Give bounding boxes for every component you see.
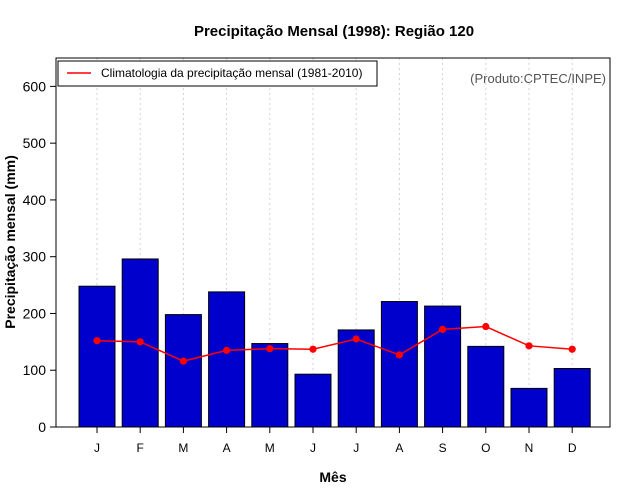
product-credit: (Produto:CPTEC/INPE) — [470, 71, 606, 86]
climatology-point — [439, 325, 447, 333]
x-tick-label: M — [178, 441, 188, 455]
x-axis-title: Mês — [319, 469, 346, 485]
climatology-point — [309, 345, 317, 353]
climatology-series-line — [96, 325, 573, 362]
y-tick-label: 400 — [23, 192, 47, 208]
x-tick-label: F — [137, 441, 144, 455]
plot-frame — [55, 57, 611, 428]
x-tick-label: J — [353, 441, 359, 455]
y-tick-label: 100 — [23, 362, 47, 378]
x-tick-label: M — [265, 441, 275, 455]
grid-lines — [96, 58, 573, 427]
climatology-point — [482, 322, 490, 331]
climatology-point — [525, 342, 533, 350]
x-tick-label: J — [94, 441, 100, 455]
climatology-line — [93, 322, 576, 365]
x-tick-label: A — [395, 441, 403, 455]
climatology-point — [266, 345, 274, 353]
bar — [380, 301, 418, 428]
climatology-point — [568, 345, 576, 353]
x-tick-label: O — [481, 441, 490, 455]
y-axis: 0 100 200 300 400 500 600 — [23, 78, 56, 435]
bar — [208, 291, 246, 428]
climatology-point — [93, 337, 101, 345]
chart-title: Precipitação Mensal (1998): Região 120 — [194, 23, 474, 40]
bars — [78, 258, 591, 428]
x-tick-label: S — [439, 441, 447, 455]
climatology-point — [352, 335, 360, 343]
y-tick-label: 200 — [23, 305, 47, 321]
legend-label: Climatologia da precipitação mensal (198… — [101, 66, 362, 80]
x-tick-label: J — [310, 441, 316, 455]
x-tick-label: N — [525, 441, 534, 455]
x-tick-label: A — [223, 441, 231, 455]
y-tick-label: 300 — [23, 249, 47, 265]
legend: Climatologia da precipitação mensal (198… — [57, 60, 378, 87]
climatology-point — [395, 351, 403, 359]
bar — [294, 373, 332, 428]
y-tick-label: 0 — [38, 419, 46, 435]
bar — [553, 368, 591, 428]
bar — [424, 305, 462, 428]
bar — [510, 387, 548, 428]
climatology-point — [223, 346, 231, 354]
bar — [337, 329, 375, 428]
bar — [164, 314, 202, 428]
y-tick-label: 600 — [23, 78, 47, 94]
y-tick-label: 500 — [23, 135, 47, 151]
climatology-point — [179, 357, 187, 365]
y-axis-title: Precipitação mensal (mm) — [2, 155, 18, 329]
x-tick-label: D — [568, 441, 577, 455]
legend-box — [57, 60, 378, 87]
bar — [467, 345, 505, 428]
climatology-point — [136, 338, 144, 346]
bar — [78, 285, 116, 428]
bar — [251, 343, 289, 428]
